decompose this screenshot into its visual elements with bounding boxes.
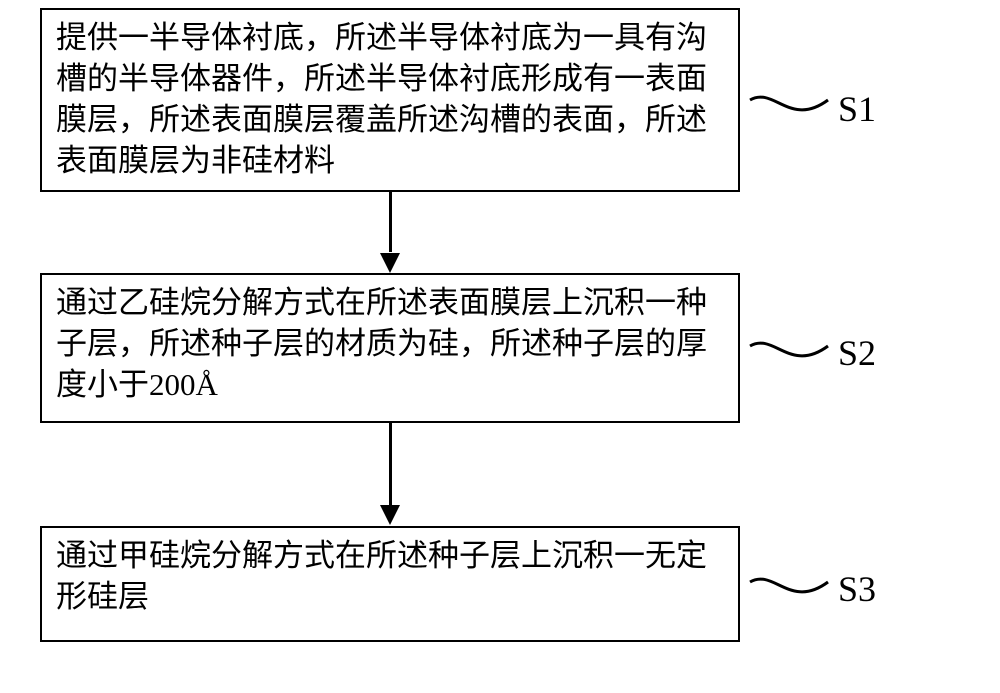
step-label-text-s2: S2 — [838, 333, 876, 373]
step-label-s3: S3 — [838, 568, 876, 610]
flowchart-canvas: 提供一半导体衬底，所述半导体衬底为一具有沟槽的半导体器件，所述半导体衬底形成有一… — [0, 0, 1000, 693]
step-label-s2: S2 — [838, 332, 876, 374]
step-label-text-s1: S1 — [838, 89, 876, 129]
step-label-s1: S1 — [838, 88, 876, 130]
step-label-text-s3: S3 — [838, 569, 876, 609]
